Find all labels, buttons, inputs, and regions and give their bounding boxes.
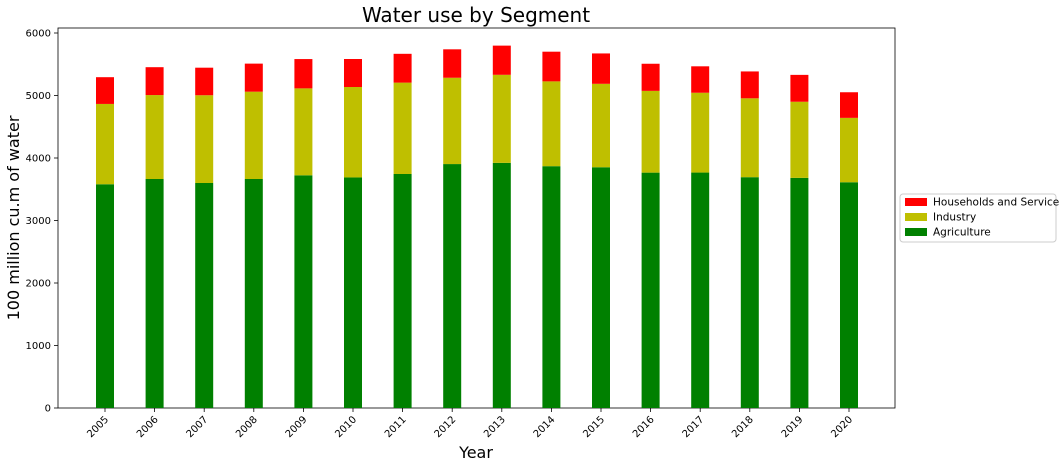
bar-households-and-service-2009 [294,59,313,89]
y-tick-label-5000: 5000 [26,91,51,102]
x-tick-label-2016: 2016 [631,414,657,440]
bar-agriculture-2017 [691,172,710,408]
bar-industry-2007 [195,95,214,183]
bar-households-and-service-2007 [195,67,214,96]
bar-agriculture-2006 [145,179,164,408]
bar-agriculture-2005 [96,184,114,408]
bar-households-and-service-2011 [393,53,412,83]
bar-agriculture-2010 [344,177,362,408]
bar-households-and-service-2012 [443,49,462,78]
bar-households-and-service-2020 [840,92,858,118]
x-tick-label-2013: 2013 [482,414,508,440]
x-tick-label-2015: 2015 [581,414,607,440]
bar-agriculture-2009 [294,175,313,408]
bar-households-and-service-2006 [145,67,164,96]
bar-industry-2010 [344,87,362,178]
x-tick-label-2007: 2007 [185,414,211,440]
y-tick-label-6000: 6000 [26,29,51,40]
legend-label-industry: Industry [933,212,976,224]
legend-swatch-households-and-service [905,198,927,206]
bar-industry-2012 [443,77,462,165]
x-axis-label: Year [458,443,493,462]
bar-industry-2011 [393,82,412,174]
bar-agriculture-2015 [592,167,610,408]
bar-industry-2017 [691,92,710,173]
bar-households-and-service-2014 [542,51,561,82]
bar-households-and-service-2016 [641,63,660,91]
x-tick-label-2011: 2011 [383,414,409,440]
bar-households-and-service-2010 [344,59,362,87]
x-tick-label-2008: 2008 [234,414,260,440]
legend-swatch-industry [905,213,927,221]
x-tick-label-2009: 2009 [284,414,310,440]
bar-industry-2020 [840,117,858,183]
x-tick-label-2012: 2012 [433,414,459,440]
y-axis-label: 100 million cu.m of water [4,115,23,320]
bar-households-and-service-2005 [96,77,114,104]
x-tick-label-2018: 2018 [730,414,756,440]
bar-agriculture-2019 [790,177,809,408]
x-tick-label-2020: 2020 [829,414,855,440]
bar-industry-2016 [641,90,660,173]
legend: Households and Service Industry Agricultur… [899,193,1059,243]
bar-agriculture-2014 [542,166,561,408]
x-tick-label-2014: 2014 [532,414,558,440]
y-tick-label-2000: 2000 [26,279,51,290]
bar-agriculture-2020 [840,182,858,408]
plot-area: 2005 2006 2007 2008 2009 2010 2011 2012 2013 2014… [26,27,896,440]
bar-households-and-service-2017 [691,66,710,93]
legend-swatch-agriculture [905,228,927,236]
legend-label-agriculture: Agriculture [933,227,991,239]
bar-agriculture-2007 [195,183,214,408]
x-tick-label-2005: 2005 [85,414,111,440]
x-tick-label-2006: 2006 [135,414,161,440]
bar-agriculture-2018 [740,177,759,408]
bar-agriculture-2008 [244,179,263,408]
plot-frame [57,27,896,409]
bar-households-and-service-2008 [244,63,263,92]
x-tick-label-2019: 2019 [780,414,806,440]
legend-label-households-and-service: Households and Service [933,197,1059,209]
bar-industry-2018 [740,98,759,178]
chart-title: Water use by Segment [362,3,590,27]
x-tick-label-2017: 2017 [681,414,707,440]
bar-industry-2008 [244,91,263,179]
y-tick-label-4000: 4000 [26,154,51,165]
bar-households-and-service-2015 [592,53,610,84]
bar-households-and-service-2018 [740,71,759,99]
bar-households-and-service-2013 [492,45,511,75]
bar-industry-2005 [96,103,114,185]
bar-agriculture-2012 [443,164,462,408]
y-tick-label-0: 0 [45,404,51,415]
bar-industry-2014 [542,81,561,167]
bar-households-and-service-2019 [790,74,809,102]
legend-box [899,193,1057,243]
bar-industry-2013 [492,74,511,163]
x-tick-label-2010: 2010 [333,414,359,440]
bar-agriculture-2011 [393,174,412,408]
bar-industry-2006 [145,95,164,179]
y-tick-label-1000: 1000 [26,341,51,352]
bar-industry-2015 [592,83,610,168]
y-tick-label-3000: 3000 [26,216,51,227]
bar-industry-2009 [294,88,313,176]
bar-industry-2019 [790,101,809,178]
bar-agriculture-2013 [492,162,511,408]
bar-agriculture-2016 [641,172,660,408]
